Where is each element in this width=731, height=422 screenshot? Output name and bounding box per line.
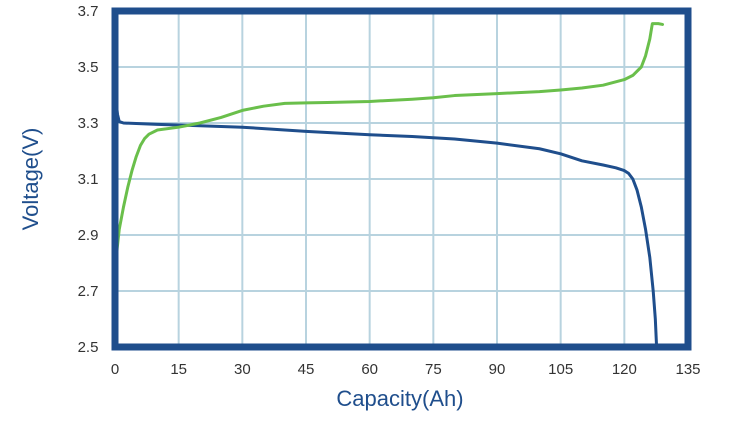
- y-tick-labels: 2.5 2.7 2.9 3.1 3.3 3.5 3.7: [78, 3, 99, 356]
- x-tick-label: 0: [111, 361, 119, 378]
- x-tick-label: 45: [298, 361, 315, 378]
- x-tick-label: 15: [170, 361, 187, 378]
- x-tick-label: 90: [489, 361, 506, 378]
- x-tick-label: 105: [548, 361, 573, 378]
- x-tick-labels: 0 15 30 45 60 75 90 105 120 135: [111, 361, 701, 378]
- x-tick-label: 135: [675, 361, 700, 378]
- grid-lines: [114, 10, 689, 348]
- y-tick-label: 2.7: [78, 283, 99, 300]
- y-tick-label: 2.9: [78, 227, 99, 244]
- x-tick-label: 120: [612, 361, 637, 378]
- y-tick-label: 3.7: [78, 3, 99, 20]
- y-tick-label: 2.5: [78, 339, 99, 356]
- y-tick-label: 3.5: [78, 59, 99, 76]
- x-tick-label: 75: [425, 361, 442, 378]
- series-line-2: [113, 22, 665, 287]
- x-tick-label: 30: [234, 361, 251, 378]
- x-tick-label: 60: [361, 361, 378, 378]
- y-tick-label: 3.1: [78, 171, 99, 188]
- y-axis-title: Voltage(V): [18, 128, 43, 231]
- series-line-1: [113, 82, 659, 349]
- series-lines: [113, 22, 665, 349]
- x-axis-title: Capacity(Ah): [336, 386, 463, 411]
- y-tick-label: 3.3: [78, 115, 99, 132]
- plot-frame: [111, 7, 692, 351]
